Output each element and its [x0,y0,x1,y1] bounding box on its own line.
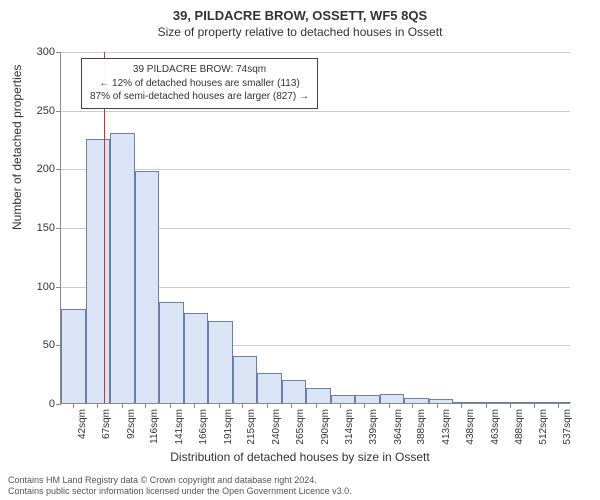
x-tick-label: 314sqm [344,409,355,445]
annotation-line-3: 87% of semi-detached houses are larger (… [90,90,309,104]
x-tick [510,403,511,408]
x-tick-label: 364sqm [393,409,404,445]
histogram-bar [380,394,405,403]
y-tick [56,404,61,405]
x-tick-label: 191sqm [223,409,234,445]
footer-line-1: Contains HM Land Registry data © Crown c… [8,475,352,486]
histogram-bar [306,388,331,403]
histogram-bar [453,402,478,403]
x-tick [219,403,220,408]
histogram-bar [502,402,527,403]
grid-line [61,52,570,53]
y-tick-label: 300 [37,46,55,58]
grid-line [61,111,570,112]
y-tick [56,169,61,170]
histogram-bar [257,373,282,404]
histogram-bar [282,380,307,403]
x-tick [340,403,341,408]
x-tick [534,403,535,408]
x-tick-label: 215sqm [246,409,257,445]
x-tick [461,403,462,408]
x-tick-label: 166sqm [198,409,209,445]
x-tick [291,403,292,408]
y-tick-label: 200 [37,163,55,175]
histogram-bar [110,133,135,403]
y-tick [56,52,61,53]
histogram-bar [404,398,429,403]
x-tick [486,403,487,408]
y-tick-label: 150 [37,222,55,234]
annotation-line-2: ← 12% of detached houses are smaller (11… [90,77,309,91]
x-tick [437,403,438,408]
histogram-bar [233,356,258,403]
histogram-bar [355,395,380,403]
histogram-bar [478,402,503,403]
x-tick-label: 240sqm [271,409,282,445]
x-tick-label: 388sqm [416,409,427,445]
x-tick-label: 67sqm [101,409,112,439]
x-tick [316,403,317,408]
x-tick-label: 463sqm [490,409,501,445]
chart-subtitle: Size of property relative to detached ho… [0,25,600,39]
y-tick [56,111,61,112]
x-tick [364,403,365,408]
chart-container: 39, PILDACRE BROW, OSSETT, WF5 8QS Size … [0,0,600,500]
y-tick [56,287,61,288]
plot-area: 05010015020025030042sqm67sqm92sqm116sqm1… [60,52,570,404]
x-axis-label: Distribution of detached houses by size … [0,450,600,464]
x-tick-label: 512sqm [538,409,549,445]
histogram-bar [159,302,184,403]
x-tick-label: 537sqm [562,409,573,445]
x-tick-label: 488sqm [514,409,525,445]
y-tick-label: 250 [37,105,55,117]
histogram-bar [208,321,233,403]
y-tick-label: 0 [49,398,55,410]
x-tick-label: 265sqm [295,409,306,445]
footer-attribution: Contains HM Land Registry data © Crown c… [8,475,352,498]
x-tick-label: 339sqm [368,409,379,445]
histogram-bar [86,139,111,403]
x-tick [194,403,195,408]
x-tick-label: 413sqm [441,409,452,445]
y-tick-label: 50 [43,339,55,351]
histogram-bar [135,171,160,403]
x-tick [412,403,413,408]
y-axis-label: Number of detached properties [10,65,24,230]
x-tick-label: 290sqm [320,409,331,445]
y-tick-label: 100 [37,281,55,293]
x-tick-label: 92sqm [126,409,137,439]
histogram-bar [331,395,356,403]
x-tick [145,403,146,408]
x-tick [122,403,123,408]
x-tick [242,403,243,408]
x-tick-label: 141sqm [174,409,185,445]
x-tick-label: 42sqm [77,409,88,439]
histogram-bar [184,313,209,403]
annotation-box: 39 PILDACRE BROW: 74sqm ← 12% of detache… [81,58,318,109]
x-tick-label: 116sqm [149,409,160,444]
x-tick [97,403,98,408]
histogram-bar [429,399,454,403]
x-tick [389,403,390,408]
chart-title: 39, PILDACRE BROW, OSSETT, WF5 8QS [0,0,600,23]
y-tick [56,228,61,229]
histogram-bar [551,402,571,403]
x-tick [267,403,268,408]
x-tick [170,403,171,408]
x-tick [73,403,74,408]
footer-line-2: Contains public sector information licen… [8,486,352,497]
x-tick [558,403,559,408]
x-tick-label: 438sqm [465,409,476,445]
histogram-bar [61,309,86,403]
annotation-line-1: 39 PILDACRE BROW: 74sqm [90,63,309,77]
histogram-bar [527,402,552,403]
